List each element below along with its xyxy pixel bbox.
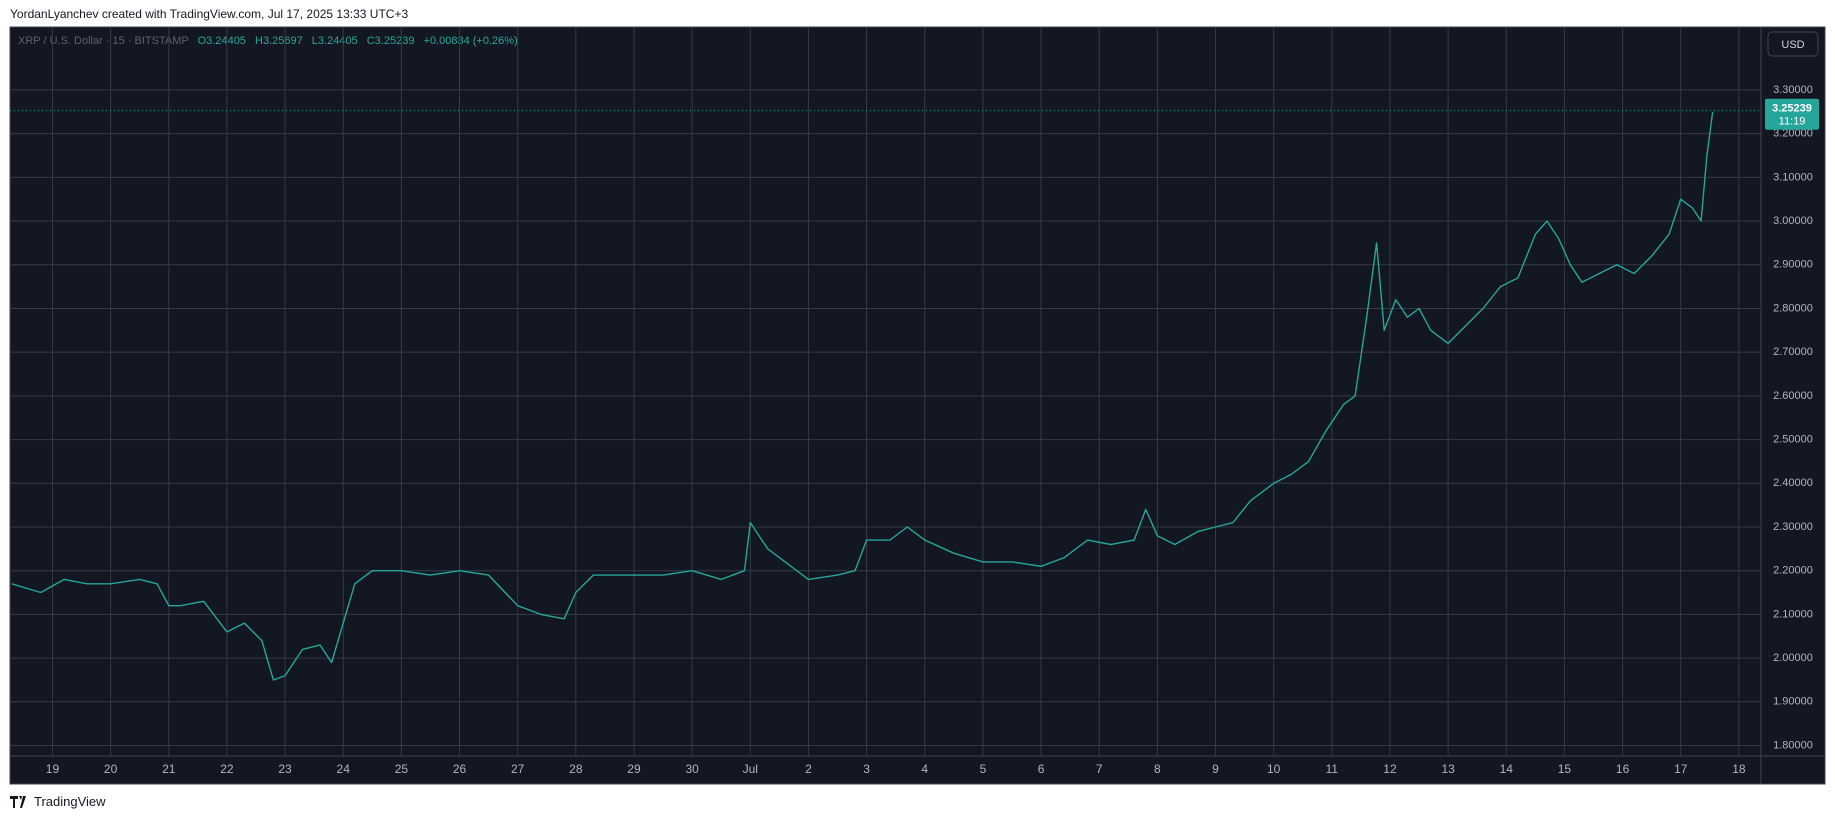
y-tick-label: 2.10000 <box>1773 608 1813 620</box>
high: H3.25697 <box>255 35 303 47</box>
y-tick-label: 3.10000 <box>1773 171 1813 183</box>
x-tick-label: 29 <box>627 762 641 776</box>
close: C3.25239 <box>367 35 415 47</box>
x-tick-label: 20 <box>104 762 118 776</box>
x-tick-label: 26 <box>453 762 467 776</box>
y-tick-label: 2.70000 <box>1773 346 1813 358</box>
x-tick-label: 28 <box>569 762 583 776</box>
x-tick-label: 8 <box>1154 762 1161 776</box>
y-tick-label: 2.80000 <box>1773 302 1813 314</box>
x-tick-label: 30 <box>685 762 699 776</box>
y-tick-label: 2.30000 <box>1773 521 1813 533</box>
low: L3.24405 <box>312 35 358 47</box>
y-tick-label: 1.80000 <box>1773 739 1813 751</box>
x-tick-label: 14 <box>1500 762 1514 776</box>
x-tick-label: 7 <box>1096 762 1103 776</box>
chart: USD XRP / U.S. Dollar · 15 · BITSTAMP O3… <box>9 26 1826 785</box>
y-tick-label: 1.90000 <box>1773 696 1813 708</box>
x-tick-label: 6 <box>1038 762 1045 776</box>
x-tick-label: 11 <box>1326 762 1339 776</box>
x-tick-label: 3 <box>863 762 870 776</box>
x-tick-label: 12 <box>1383 762 1397 776</box>
x-tick-label: 27 <box>511 762 525 776</box>
x-tick-label: 4 <box>921 762 928 776</box>
y-tick-label: 2.90000 <box>1773 259 1813 271</box>
y-tick-label: 2.60000 <box>1773 390 1813 402</box>
x-tick-label: 10 <box>1267 762 1281 776</box>
y-tick-label: 2.50000 <box>1773 433 1813 445</box>
x-tick-label: 2 <box>805 762 812 776</box>
last-price-time: 11:19 <box>1779 116 1806 128</box>
x-tick-label: 18 <box>1732 762 1746 776</box>
x-tick-label: 16 <box>1616 762 1630 776</box>
x-tick-label: 17 <box>1674 762 1688 776</box>
y-tick-label: 3.20000 <box>1773 128 1813 140</box>
price-line <box>11 111 1714 681</box>
last-price-box <box>1765 98 1819 130</box>
brand-logo <box>10 795 26 808</box>
x-tick-label: 25 <box>395 762 409 776</box>
y-tick-label: 2.00000 <box>1773 652 1813 664</box>
change: +0.00834 (+0.26%) <box>424 35 518 47</box>
y-tick-label: 3.00000 <box>1773 215 1813 227</box>
x-tick-label: 22 <box>220 762 234 776</box>
brand-text: TradingView <box>34 794 106 809</box>
currency-label: USD <box>1781 39 1804 51</box>
x-tick-label: 21 <box>162 762 176 776</box>
x-tick-label: 24 <box>337 762 351 776</box>
x-tick-label: 23 <box>278 762 292 776</box>
x-tick-label: Jul <box>743 762 758 776</box>
open: O3.24405 <box>198 35 246 47</box>
symbol-legend: XRP / U.S. Dollar · 15 · BITSTAMP O3.244… <box>18 35 518 47</box>
y-tick-label: 3.30000 <box>1773 84 1813 96</box>
x-tick-label: 19 <box>46 762 60 776</box>
symbol: XRP / U.S. Dollar · 15 · BITSTAMP <box>18 35 189 47</box>
y-tick-label: 2.40000 <box>1773 477 1813 489</box>
credit: YordanLyanchev created with TradingView.… <box>10 7 409 21</box>
chart-frame <box>9 26 1826 785</box>
y-tick-label: 2.20000 <box>1773 565 1813 577</box>
x-tick-label: 9 <box>1212 762 1219 776</box>
last-price-label: 3.25239 <box>1772 103 1812 115</box>
footer-brand: TradingView <box>10 794 106 809</box>
x-tick-label: 15 <box>1558 762 1572 776</box>
x-tick-label: 13 <box>1441 762 1455 776</box>
currency-button[interactable] <box>1767 31 1819 57</box>
x-tick-label: 5 <box>980 762 987 776</box>
